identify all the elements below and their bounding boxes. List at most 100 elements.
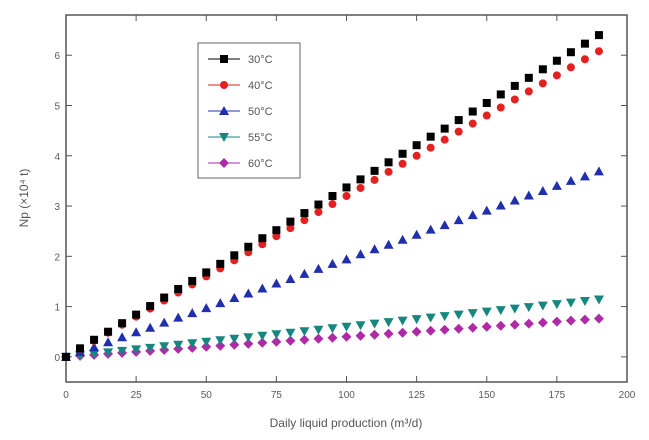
data-point bbox=[257, 337, 268, 348]
data-point bbox=[188, 276, 197, 285]
data-point bbox=[243, 338, 254, 349]
y-tick-label: 2 bbox=[54, 252, 60, 263]
data-point bbox=[397, 234, 408, 244]
data-point bbox=[229, 339, 240, 350]
data-point bbox=[258, 240, 267, 249]
data-point bbox=[159, 342, 170, 352]
data-point bbox=[286, 224, 295, 233]
data-point bbox=[299, 327, 310, 337]
data-point bbox=[314, 208, 323, 217]
data-point bbox=[565, 315, 576, 326]
data-point bbox=[299, 334, 310, 345]
data-point bbox=[412, 141, 421, 150]
y-tick-label: 4 bbox=[54, 152, 60, 163]
data-point bbox=[89, 342, 100, 352]
data-point bbox=[383, 318, 394, 328]
data-point bbox=[468, 119, 477, 128]
data-point bbox=[271, 330, 282, 340]
data-point bbox=[579, 314, 590, 325]
data-point bbox=[327, 332, 338, 343]
data-point bbox=[523, 303, 534, 313]
data-point bbox=[216, 259, 225, 268]
data-point bbox=[425, 313, 436, 323]
legend-label: 40°C bbox=[248, 80, 273, 92]
data-point bbox=[496, 90, 505, 99]
data-point bbox=[104, 327, 113, 336]
legend-label: 30°C bbox=[248, 54, 273, 66]
data-point bbox=[509, 195, 520, 205]
data-point bbox=[103, 348, 114, 358]
data-point bbox=[440, 135, 449, 144]
x-tick-label: 175 bbox=[549, 390, 566, 401]
data-point bbox=[495, 200, 506, 210]
data-point bbox=[523, 318, 534, 329]
data-point bbox=[397, 316, 408, 326]
data-point bbox=[467, 309, 478, 319]
data-point bbox=[411, 315, 422, 325]
data-point bbox=[537, 301, 548, 311]
y-axis-title: Np (×10⁴ t) bbox=[17, 169, 31, 228]
data-point bbox=[524, 73, 533, 82]
data-point bbox=[552, 71, 561, 80]
data-point bbox=[117, 346, 128, 356]
data-point bbox=[551, 300, 562, 310]
data-point bbox=[481, 321, 492, 332]
data-point bbox=[496, 103, 505, 112]
data-point bbox=[103, 337, 114, 347]
legend-marker bbox=[219, 133, 229, 142]
data-point bbox=[538, 65, 547, 74]
data-point bbox=[201, 337, 212, 347]
data-point bbox=[90, 335, 99, 344]
data-point bbox=[132, 310, 141, 319]
x-tick-label: 50 bbox=[201, 390, 213, 401]
data-point bbox=[538, 79, 547, 88]
data-point bbox=[439, 324, 450, 335]
data-point bbox=[117, 332, 128, 342]
data-point bbox=[160, 293, 169, 302]
data-point bbox=[356, 183, 365, 192]
x-axis-title: Daily liquid production (m³/d) bbox=[270, 416, 423, 430]
data-point bbox=[482, 98, 491, 107]
data-point bbox=[551, 180, 562, 190]
data-point bbox=[314, 200, 323, 209]
data-point bbox=[579, 297, 590, 307]
x-tick-label: 200 bbox=[619, 390, 636, 401]
data-point bbox=[327, 324, 338, 334]
data-point bbox=[425, 325, 436, 336]
series-4 bbox=[61, 295, 604, 362]
data-point bbox=[552, 56, 561, 65]
data-point bbox=[411, 229, 422, 239]
data-point bbox=[286, 217, 295, 226]
x-tick-label: 150 bbox=[478, 390, 495, 401]
data-point bbox=[145, 343, 156, 353]
data-point bbox=[565, 298, 576, 308]
data-point bbox=[243, 333, 254, 343]
data-point bbox=[355, 321, 366, 331]
x-tick-label: 100 bbox=[338, 390, 355, 401]
data-point bbox=[173, 312, 184, 322]
data-point bbox=[580, 39, 589, 48]
data-point bbox=[201, 341, 212, 352]
data-point bbox=[285, 273, 296, 283]
data-point bbox=[257, 331, 268, 341]
data-point bbox=[439, 220, 450, 230]
series-2 bbox=[62, 47, 603, 361]
data-point bbox=[453, 323, 464, 334]
data-point bbox=[453, 215, 464, 225]
data-point bbox=[342, 183, 351, 192]
y-tick-label: 6 bbox=[54, 51, 60, 62]
x-axis-ticks bbox=[65, 15, 628, 382]
data-point bbox=[62, 352, 70, 361]
data-point bbox=[215, 336, 226, 346]
data-point bbox=[482, 111, 491, 120]
data-point bbox=[341, 254, 352, 264]
data-point bbox=[257, 283, 268, 293]
legend: 30°C 40°C 50°C 55°C 60°C bbox=[197, 42, 301, 179]
data-point bbox=[594, 47, 603, 56]
data-point bbox=[593, 166, 604, 176]
data-point bbox=[342, 191, 351, 200]
data-point bbox=[411, 326, 422, 337]
data-point bbox=[369, 319, 380, 329]
series-3 bbox=[61, 166, 604, 361]
data-point bbox=[89, 349, 100, 359]
